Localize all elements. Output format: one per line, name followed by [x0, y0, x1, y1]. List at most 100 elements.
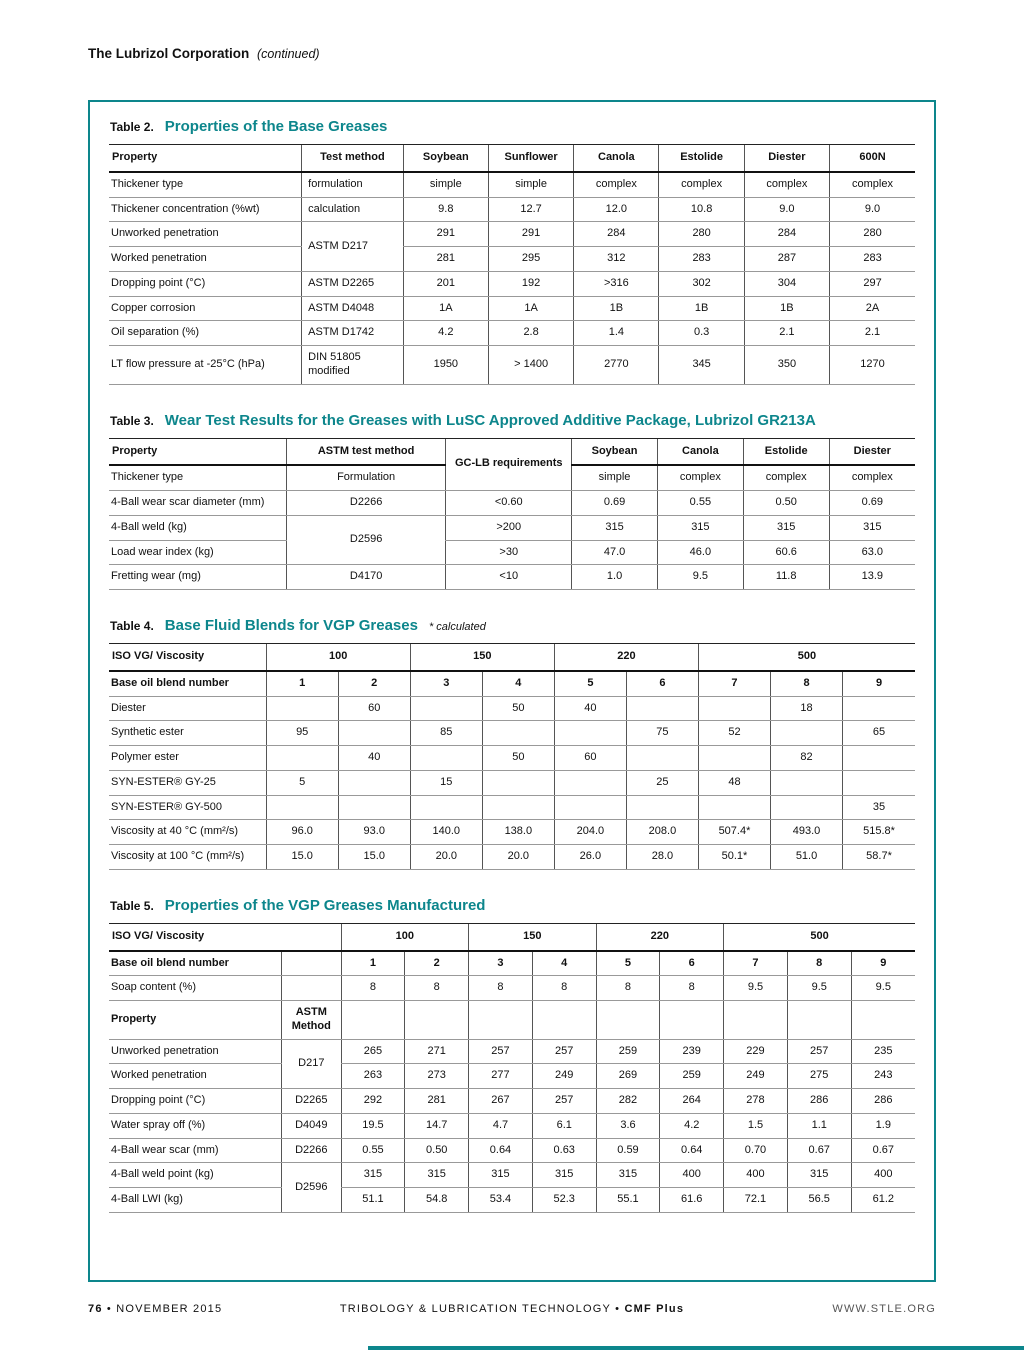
table-cell — [659, 1000, 724, 1040]
table-cell: 93.0 — [337, 819, 411, 845]
table-cell: 345 — [658, 345, 745, 385]
table-cell: Unworked penetration — [109, 1039, 282, 1065]
table-header-cell: complex — [828, 465, 915, 492]
table-cell: 138.0 — [481, 819, 555, 845]
table-cell — [265, 795, 339, 821]
table-row: Unworked penetration ASTM D217 291 291 284 28… — [109, 221, 915, 272]
table2-section: Table 2. Properties of the Base Greases … — [109, 118, 915, 385]
table-row: Property ASTM test method GC-LB requiremen… — [109, 437, 915, 491]
table-cell: D2266 — [280, 1138, 342, 1164]
table-cell: LT flow pressure at -25°C (hPa) — [109, 345, 302, 385]
table-cell: 56.5 — [786, 1187, 852, 1213]
table-cell: 259 — [595, 1039, 660, 1065]
table-cell: 280 — [829, 221, 915, 247]
table-cell: 40 — [553, 696, 627, 722]
table-header-cell: 100 — [265, 642, 411, 672]
journal-name: TRIBOLOGY & LUBRICATION TECHNOLOGY — [339, 1303, 611, 1315]
table-cell: 2 — [404, 950, 469, 977]
table-cell: 315 — [656, 515, 744, 541]
table-cell: 0.63 — [531, 1138, 597, 1164]
table-cell: 291 — [487, 221, 574, 247]
table-cell — [340, 1000, 405, 1040]
table-cell: 257 — [531, 1039, 597, 1065]
table-cell: 0.69 — [828, 490, 915, 516]
table-row: 4-Ball LWI (kg) 51.1 54.8 53.4 52.3 55.1 61.6 7… — [109, 1187, 915, 1213]
table-cell: 35 — [842, 795, 915, 821]
table-cell: 95 — [265, 720, 339, 746]
table-cell: 1.9 — [850, 1113, 915, 1139]
table-header-cell: Diester — [828, 437, 915, 467]
table-cell: ASTM Method — [280, 1000, 342, 1040]
table-row: Soap content (%) 8 8 8 8 8 8 9.5 9.5 9.5 — [109, 975, 915, 1001]
table-row: Diester 60 50 40 18 — [109, 696, 915, 722]
table-cell: 12.0 — [573, 197, 659, 223]
table-cell: 259 — [659, 1063, 724, 1089]
table-cell — [337, 770, 411, 796]
table-cell: 25 — [625, 770, 699, 796]
table-cell: 1.5 — [723, 1113, 788, 1139]
table-cell: 201 — [402, 271, 489, 297]
table-cell: 315 — [340, 1162, 405, 1188]
table-cell: 9.5 — [656, 564, 744, 590]
table-cell — [697, 795, 771, 821]
table-cell: 295 — [487, 246, 574, 272]
table-cell: Dropping point (°C) — [109, 1088, 282, 1114]
table-cell: 400 — [659, 1162, 724, 1188]
table-cell: 2770 — [573, 345, 659, 385]
table-cell: 4 — [531, 950, 597, 977]
table-cell: 273 — [404, 1063, 469, 1089]
table-cell: 257 — [468, 1039, 533, 1065]
table-header-cell: GC-LB requirements — [445, 437, 572, 491]
table-header-cell: 500 — [723, 922, 915, 952]
table3-label: Table 3. — [110, 413, 154, 428]
footer-bullet: • — [106, 1303, 112, 1315]
table-cell: 4.2 — [402, 320, 489, 346]
table-cell: 13.9 — [828, 564, 915, 590]
table-cell: D2266 — [285, 490, 446, 516]
table-cell — [280, 975, 342, 1001]
table-cell — [769, 770, 843, 796]
table-header-cell: 150 — [409, 642, 555, 672]
table-cell: 312 — [573, 246, 659, 272]
table-row: Load wear index (kg) >30 47.0 46.0 60.6 63.0 — [109, 540, 915, 566]
table-cell — [769, 795, 843, 821]
table-cell: 8 — [659, 975, 724, 1001]
table-cell: 3 — [409, 670, 483, 697]
table-cell: Load wear index (kg) — [109, 540, 287, 566]
table-cell: 5 — [265, 770, 339, 796]
table-cell: Base oil blend number — [109, 950, 282, 977]
table-cell: 281 — [404, 1088, 469, 1114]
table-cell: complex — [743, 171, 830, 198]
table-cell: 2.1 — [743, 320, 830, 346]
table4-label: Table 4. — [110, 619, 154, 633]
table-cell: Oil separation (%) — [109, 320, 302, 346]
table-cell: 8 — [769, 670, 843, 697]
table4-title: Base Fluid Blends for VGP Greases — [164, 617, 418, 634]
table-cell: D2596 — [280, 1162, 342, 1213]
table-header-cell: Thickener type — [109, 465, 287, 492]
table-cell: 280 — [658, 221, 745, 247]
table-cell — [409, 696, 483, 722]
table3-section: Table 3. Wear Test Results for the Greas… — [109, 412, 915, 591]
table-cell: 65 — [842, 720, 915, 746]
table-cell — [625, 696, 699, 722]
table4-section: Table 4. Base Fluid Blends for VGP Greas… — [109, 617, 915, 870]
table-cell — [481, 795, 555, 821]
table-row: Viscosity at 40 °C (mm²/s) 96.0 93.0 140.0 1… — [109, 819, 915, 845]
table-cell — [553, 770, 627, 796]
table-cell: 271 — [404, 1039, 469, 1065]
table-cell: 239 — [659, 1039, 724, 1065]
table-cell: 264 — [659, 1088, 724, 1114]
table-cell: simple — [487, 171, 574, 198]
table-cell: 60 — [337, 696, 411, 722]
table3-caption: Table 3. Wear Test Results for the Greas… — [110, 412, 915, 429]
table-cell: 291 — [402, 221, 489, 247]
table-cell: 0.70 — [723, 1138, 788, 1164]
table-cell: 1.0 — [571, 564, 658, 590]
table-cell — [481, 770, 555, 796]
table-cell — [404, 1000, 469, 1040]
table-cell: 5 — [553, 670, 627, 697]
table-cell: 286 — [850, 1088, 915, 1114]
table-cell: 0.50 — [404, 1138, 469, 1164]
table-cell: 263 — [340, 1063, 405, 1089]
